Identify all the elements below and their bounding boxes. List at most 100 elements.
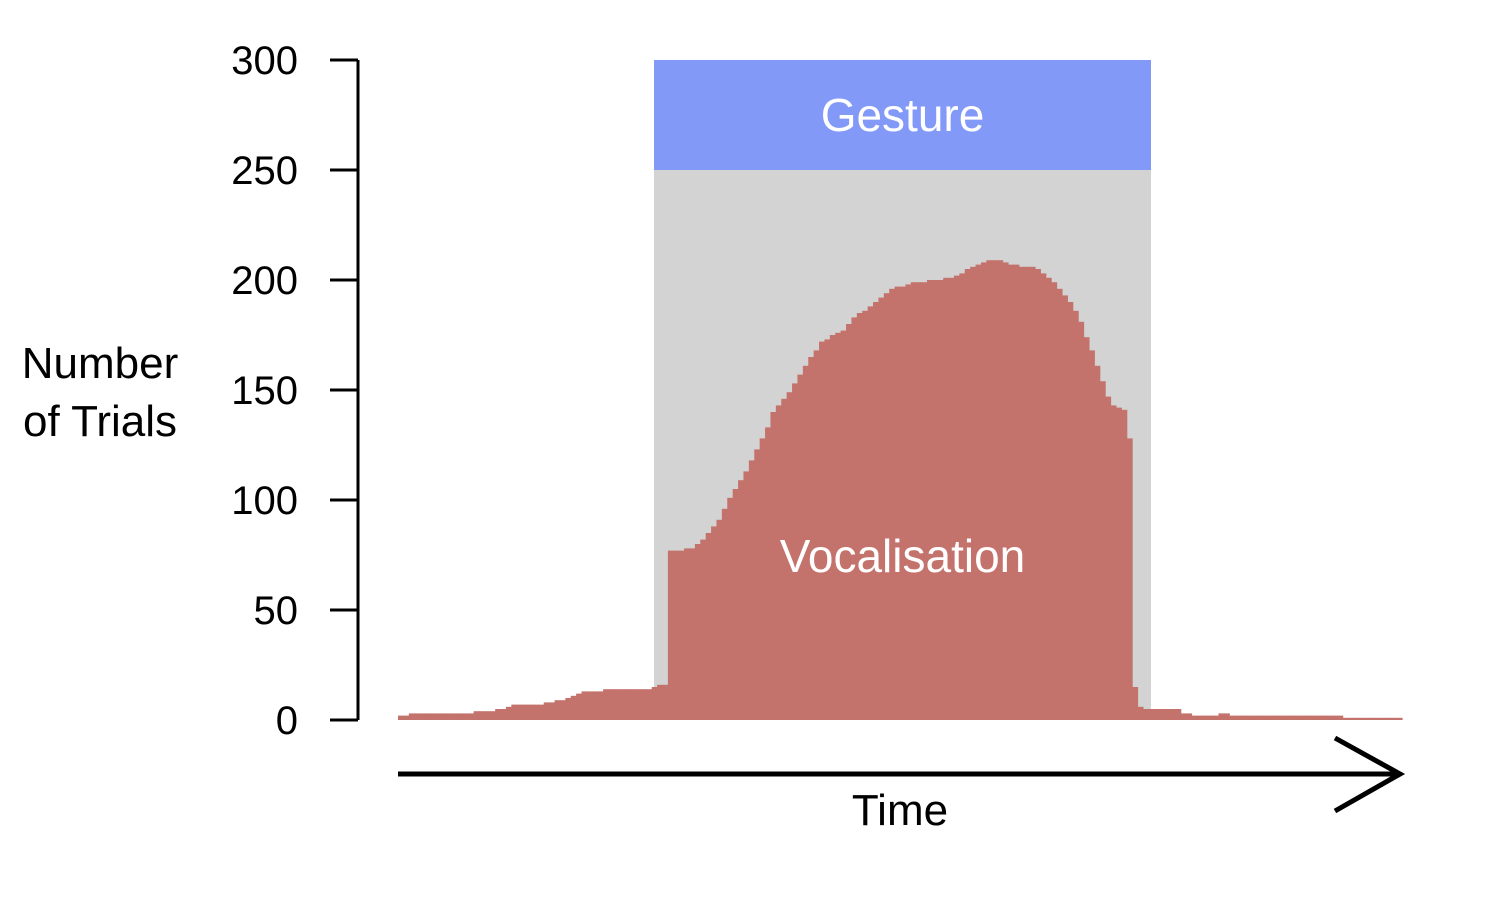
vocalisation-bar [705, 533, 712, 720]
vocalisation-bar [398, 715, 404, 720]
vocalisation-bar [1045, 277, 1052, 720]
vocalisation-bar [970, 266, 977, 720]
vocalisation-bar [1310, 715, 1317, 720]
vocalisation-bar [403, 715, 410, 720]
vocalisation-bar [689, 548, 696, 720]
vocalisation-bar [1261, 715, 1268, 720]
vocalisation-bar [1272, 715, 1279, 720]
vocalisation-bar [1121, 409, 1128, 720]
vocalisation-bar [419, 713, 426, 720]
vocalisation-bar [1196, 715, 1203, 720]
vocalisation-bar [1348, 717, 1355, 720]
vocalisation-bar [1358, 717, 1365, 720]
y-tick-label: 300 [231, 39, 298, 83]
vocalisation-bar [592, 691, 599, 720]
vocalisation-bar [856, 313, 863, 720]
vocalisation-bar [700, 539, 707, 720]
vocalisation-bar [943, 277, 950, 720]
vocalisation-bar [586, 691, 593, 720]
series [398, 260, 1403, 720]
vocalisation-bar [829, 335, 836, 720]
vocalisation-bar [932, 280, 939, 720]
vocalisation-bar [1331, 715, 1338, 720]
vocalisation-bar [1024, 266, 1031, 720]
gesture-region [654, 60, 1151, 170]
vocalisation-bar [694, 544, 701, 720]
vocalisation-bar [894, 286, 901, 720]
vocalisation-bar [1072, 310, 1079, 720]
vocalisation-bar [1148, 709, 1155, 720]
vocalisation-bar [1364, 717, 1371, 720]
vocalisation-bar [1294, 715, 1301, 720]
vocalisation-bar [527, 704, 534, 720]
vocalisation-bar [1159, 709, 1166, 720]
vocalisation-bar [516, 704, 523, 720]
vocalisation-bar [603, 689, 610, 720]
vocalisation-bar [867, 306, 874, 720]
vocalisation-bar [559, 700, 566, 720]
vocalisation-bar [873, 302, 880, 720]
vocalisation-bar [630, 689, 637, 720]
vocalisation-bar [959, 273, 966, 720]
vocalisation-bar [1396, 717, 1403, 720]
x-axis-title: Time [852, 786, 948, 835]
vocalisation-bar [597, 691, 604, 720]
vocalisation-bar [473, 711, 480, 720]
vocalisation-bar [937, 280, 944, 720]
vocalisation-bar [1137, 706, 1144, 720]
vocalisation-bar [549, 702, 556, 720]
vocalisation-bar [505, 706, 512, 720]
vocalisation-bar [754, 449, 761, 720]
vocalisation-bar [765, 427, 772, 720]
vocalisation-bar [986, 260, 993, 720]
y-tick-label: 200 [231, 259, 298, 303]
vocalisation-bar [446, 713, 453, 720]
vocalisation-bar [1040, 273, 1047, 720]
vocalisation-bar [1353, 717, 1360, 720]
vocalisation-bar [732, 489, 739, 720]
vocalisation-bar [1099, 381, 1106, 720]
vocalisation-bar [1061, 295, 1068, 720]
vocalisation-bar [802, 365, 809, 720]
vocalisation-bar [468, 713, 475, 720]
vocalisation-bar [430, 713, 437, 720]
y-axis: 0 50 100 150 200 250 300 [231, 39, 360, 743]
vocalisation-bar [408, 713, 415, 720]
vocalisation-bar [554, 700, 561, 720]
vocalisation-bar [862, 310, 869, 720]
vocalisation-bar [1078, 321, 1085, 720]
vocalisation-bar [1175, 709, 1182, 720]
vocalisation-bar [743, 471, 750, 720]
vocalisation-bar [716, 519, 723, 720]
vocalisation-bar [1380, 717, 1387, 720]
vocalisation-bar [748, 460, 755, 720]
y-tick-label: 0 [276, 699, 298, 743]
vocalisation-bar [840, 330, 847, 720]
vocalisation-bar [900, 286, 906, 720]
vocalisation-bar [775, 405, 782, 720]
vocalisation-bar [424, 713, 431, 720]
vocalisation-bar [478, 711, 485, 720]
vocalisation-bar [646, 689, 653, 720]
vocalisation-bar [1153, 709, 1160, 720]
vocalisation-bar [1094, 365, 1101, 720]
vocalisation-bar [1234, 715, 1241, 720]
vocalisation-bar [1218, 713, 1225, 720]
vocalisation-bar [1229, 715, 1236, 720]
vocalisation-bar [851, 317, 858, 720]
vocalisation-bar [532, 704, 539, 720]
gesture-label: Gesture [821, 89, 985, 141]
vocalisation-bar [721, 508, 728, 720]
vocalisation-bar [1110, 405, 1117, 720]
vocalisation-bar [770, 412, 777, 720]
vocalisation-bar [1288, 715, 1295, 720]
vocalisation-bar [441, 713, 448, 720]
vocalisation-bar [495, 709, 502, 720]
vocalisation-bar [1067, 302, 1074, 720]
vocalisation-bar [797, 374, 804, 720]
vocalisation-bar [581, 691, 588, 720]
vocalisation-bar [991, 260, 998, 720]
vocalisation-bar [738, 480, 745, 720]
vocalisation-bar [1115, 407, 1122, 720]
vocalisation-bar [1105, 396, 1112, 720]
